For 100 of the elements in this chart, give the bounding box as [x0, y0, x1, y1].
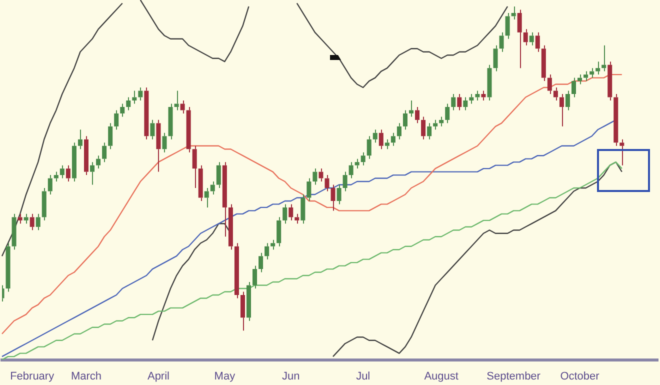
candlestick — [72, 142, 76, 182]
x-tick-label: Jun — [282, 370, 300, 382]
candlestick — [505, 12, 510, 40]
candlestick — [348, 162, 354, 179]
candlestick — [78, 129, 82, 150]
candlestick — [475, 90, 480, 101]
candlestick — [324, 174, 330, 192]
candlestick — [499, 32, 504, 52]
candlestick — [620, 138, 624, 166]
candlestick — [186, 106, 191, 153]
x-tick-label: October — [560, 370, 600, 382]
candlestick — [198, 164, 203, 202]
candlestick — [408, 100, 414, 118]
candlestick — [36, 213, 40, 231]
candlestick — [84, 136, 89, 176]
candlestick — [342, 171, 348, 192]
candlestick — [402, 110, 408, 130]
candlestick — [270, 239, 276, 250]
candlestick — [493, 44, 498, 72]
candlestick — [6, 242, 10, 292]
candlestick — [578, 74, 582, 85]
candlestick — [439, 116, 444, 127]
candlestick — [228, 204, 233, 250]
candlestick — [396, 122, 402, 140]
candlestick — [24, 213, 28, 224]
candlestick — [294, 213, 300, 224]
candlestick — [150, 119, 155, 140]
candlestick — [511, 6, 516, 20]
x-tick-label: February — [10, 370, 55, 382]
x-tick-label: Jul — [356, 370, 370, 382]
candlestick — [156, 119, 161, 172]
candlestick — [234, 242, 239, 299]
candlestick — [584, 70, 588, 82]
candlestick — [162, 132, 167, 153]
candlestick — [114, 110, 119, 130]
candlestick — [252, 265, 258, 289]
candlestick — [42, 188, 46, 221]
candlestick — [258, 252, 264, 273]
candlestick — [390, 132, 396, 146]
candlestick — [559, 94, 564, 127]
candlestick — [571, 77, 576, 98]
candlestick — [463, 96, 468, 111]
candlestick — [18, 213, 22, 224]
candlestick — [384, 138, 390, 150]
candlestick — [354, 158, 360, 170]
candlestick — [30, 213, 34, 231]
candlestick — [288, 204, 294, 221]
candlestick — [12, 213, 16, 250]
candlestick — [565, 90, 570, 111]
candlestick — [487, 64, 492, 101]
candlestick — [330, 184, 336, 212]
candlestick — [469, 94, 474, 104]
candlestick — [96, 155, 101, 170]
x-tick-label: March — [70, 370, 102, 382]
candlestick — [138, 87, 143, 101]
candlestick — [180, 100, 185, 114]
x-tick-label: April — [147, 370, 170, 382]
candlestick — [360, 152, 366, 166]
candlestick — [318, 168, 324, 182]
candlestick — [306, 178, 312, 202]
candlestick — [529, 32, 534, 46]
candlestick — [90, 162, 95, 186]
candlestick — [445, 103, 450, 124]
candlestick — [457, 94, 462, 111]
x-tick-label: August — [424, 370, 458, 382]
candlestick — [523, 28, 528, 46]
candlestick — [547, 74, 552, 94]
candlestick — [48, 174, 52, 195]
candlestick — [222, 162, 227, 238]
candlestick — [168, 103, 173, 140]
candlestick — [264, 242, 270, 260]
candlestick — [60, 164, 64, 179]
candlestick — [433, 119, 438, 130]
candlestick — [517, 9, 522, 69]
candlestick — [590, 68, 594, 78]
candlestick — [535, 32, 540, 52]
candlestick — [192, 145, 197, 189]
candlestick — [216, 162, 221, 189]
x-tick-label: September — [486, 370, 541, 382]
candlestick — [481, 90, 486, 101]
candlestick — [451, 94, 456, 111]
x-tick-label: May — [214, 370, 236, 382]
candlestick — [336, 184, 342, 205]
candlestick — [415, 106, 420, 124]
candlestick — [421, 116, 426, 140]
candlestick — [54, 171, 58, 182]
candlestick — [596, 61, 600, 76]
candlestick — [553, 87, 558, 101]
candlestick — [210, 181, 215, 195]
candlestick — [312, 168, 318, 186]
candlestick — [541, 44, 546, 82]
candlestick — [108, 122, 113, 150]
candlestick — [126, 96, 131, 111]
candlestick — [120, 103, 125, 118]
candlestick — [378, 129, 384, 150]
candlestick — [602, 44, 606, 72]
candlestick — [144, 87, 149, 140]
candlestick — [366, 136, 372, 160]
candlestick — [174, 90, 179, 111]
candlestick — [132, 90, 137, 104]
